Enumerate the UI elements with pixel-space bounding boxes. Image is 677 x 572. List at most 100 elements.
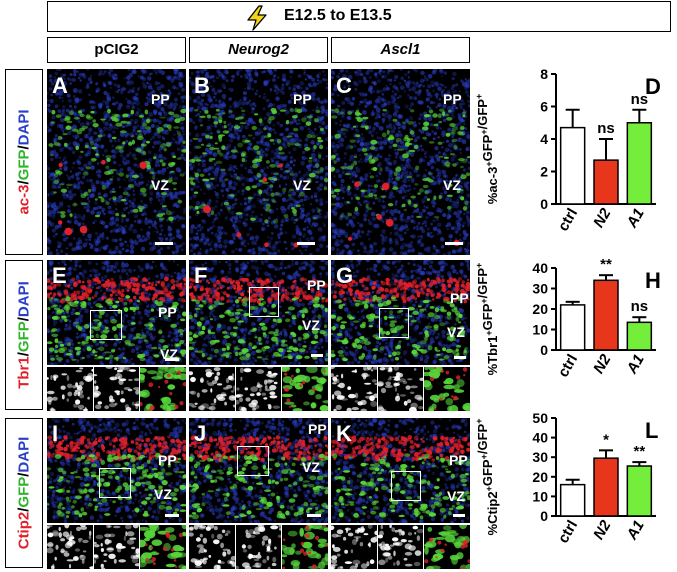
zone-label-vz: VZ [302, 459, 320, 475]
micrograph-texture [331, 367, 377, 411]
micrograph-texture [424, 525, 470, 569]
micrograph-texture [47, 69, 186, 255]
zone-label-pp: PP [307, 277, 326, 293]
inset-box [99, 468, 131, 498]
inset-green-g [378, 367, 423, 411]
bar-a1 [626, 122, 653, 205]
inset-green-i [94, 525, 139, 569]
micrograph-texture [236, 367, 281, 411]
significance-label: ns [597, 120, 615, 137]
bar-n2 [593, 457, 619, 517]
micrograph-texture [331, 260, 470, 365]
panel-letter: J [194, 421, 207, 446]
inset-red-i [47, 525, 93, 569]
scale-bar [165, 358, 179, 361]
scale-bar [453, 514, 465, 517]
inset-merge-j [282, 525, 328, 569]
y-tick-label: 8 [540, 66, 548, 82]
category-label: A1 [623, 206, 648, 232]
bar-ctrl [559, 483, 586, 517]
scale-bar [165, 514, 179, 517]
separator: / [15, 352, 33, 357]
micrograph-texture [424, 367, 470, 411]
zone-label-pp: PP [158, 304, 177, 320]
inset-box [391, 471, 421, 501]
panel-letter: A [52, 73, 68, 98]
marker-label: Ctip2 [15, 511, 33, 550]
chart-panel-letter: L [645, 418, 658, 443]
zone-label-pp: PP [450, 290, 469, 306]
zone-label-pp: PP [158, 452, 177, 468]
micrograph-texture [378, 525, 423, 569]
timeline-banner: E12.5 to E13.5 [47, 1, 671, 32]
inset-box [379, 308, 409, 338]
category-label: N2 [590, 517, 615, 543]
zone-label-vz: VZ [447, 324, 465, 340]
micrograph-texture [189, 418, 328, 523]
micrograph-texture [331, 418, 470, 523]
bar-a1 [626, 321, 653, 351]
gfp-label: GFP [15, 149, 33, 181]
bar-chart-d: D %ac-3+GFP+/GFP+ 0 2 4 6 8 ctrl ns N2 ns A1 [474, 66, 661, 235]
dapi-label: DAPI [15, 281, 33, 318]
marker-label: ac-3 [15, 184, 33, 215]
inset-merge-e [140, 367, 186, 411]
scale-bar [454, 356, 466, 359]
bar-n2 [593, 279, 619, 351]
row-label-ac3: ac-3/GFP/DAPI [5, 69, 43, 255]
category-label: ctrl [555, 206, 581, 235]
significance-label: * [603, 431, 609, 448]
zone-label-pp: PP [443, 91, 462, 107]
panel-letter: I [52, 421, 59, 446]
category-label: A1 [623, 352, 648, 378]
row-label-ctip2: Ctip2/GFP/DAPI [5, 418, 43, 568]
significance-label: ns [631, 298, 649, 315]
y-tick-label: 0 [540, 508, 548, 524]
inset-red-e [47, 367, 93, 411]
micrograph-texture [282, 367, 328, 411]
zone-label-vz: VZ [302, 317, 320, 333]
scale-bar [445, 242, 463, 245]
lightning-bolt-icon [247, 5, 267, 31]
zone-label-pp: PP [151, 91, 170, 107]
significance-label: ** [600, 258, 612, 273]
separator: / [15, 507, 33, 512]
significance-label: ns [631, 91, 649, 108]
separator: / [15, 145, 33, 150]
zone-label-vz: VZ [443, 177, 461, 193]
inset-box [249, 287, 279, 317]
micrograph-texture [140, 525, 186, 569]
micrograph-texture [94, 367, 139, 411]
y-tick-label: 50 [532, 410, 548, 426]
micrograph-panel-g: G PP VZ [331, 260, 470, 365]
inset-green-j [236, 525, 281, 569]
inset-merge-g [424, 367, 470, 411]
y-tick-label: 4 [540, 131, 548, 147]
inset-merge-k [424, 525, 470, 569]
inset-green-k [378, 525, 423, 569]
micrograph-panel-i: I PP VZ [47, 418, 186, 523]
y-tick-label: 30 [532, 281, 548, 297]
micrograph-texture [189, 69, 328, 255]
zone-label-vz: VZ [447, 488, 465, 504]
zone-label-pp: PP [308, 421, 327, 437]
category-label: ctrl [555, 352, 581, 381]
micrograph-panel-e: E PP VZ [47, 260, 186, 365]
micrograph-texture [47, 260, 186, 365]
y-tick-label: 30 [532, 449, 548, 465]
significance-label: ** [633, 443, 645, 460]
bar-ctrl [559, 304, 586, 351]
y-tick-label: 6 [540, 99, 548, 115]
micrograph-texture [282, 525, 328, 569]
micrograph-texture [189, 260, 328, 365]
category-label: N2 [590, 351, 615, 377]
y-axis-label: %Ctip2+GFP+/GFP+ [474, 419, 500, 536]
y-tick-label: 10 [532, 322, 548, 338]
y-tick-label: 2 [540, 164, 548, 180]
y-tick-label: 20 [532, 469, 548, 485]
micrograph-panel-c: C PP VZ [331, 69, 470, 255]
zone-label-pp: PP [449, 452, 468, 468]
micrograph-panel-b: B PP VZ [189, 69, 328, 255]
inset-box [90, 310, 122, 340]
micrograph-texture [47, 367, 93, 411]
